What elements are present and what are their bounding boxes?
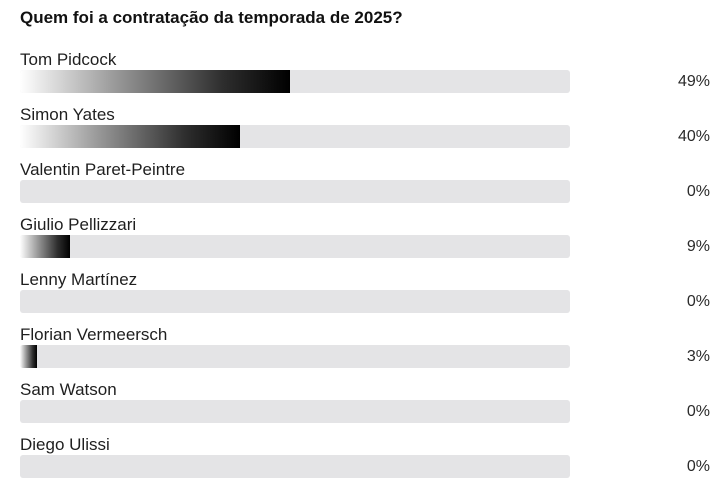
result-bar-track bbox=[20, 235, 570, 258]
option-label: Diego Ulissi bbox=[20, 435, 110, 454]
option-label: Valentin Paret-Peintre bbox=[20, 160, 186, 179]
poll-option-tom-pidcock[interactable]: Tom Pidcock 49% bbox=[0, 50, 720, 105]
option-label: Lenny Martínez bbox=[20, 270, 138, 289]
result-bar-track bbox=[20, 180, 570, 203]
option-percent: 49% bbox=[677, 73, 710, 90]
option-percent: 0% bbox=[686, 293, 710, 310]
option-percent: 9% bbox=[686, 238, 710, 255]
poll-option-valentin-paret-peintre[interactable]: Valentin Paret-Peintre 0% bbox=[0, 160, 720, 215]
option-label: Florian Vermeersch bbox=[20, 325, 168, 344]
option-label: Giulio Pellizzari bbox=[20, 215, 137, 234]
option-percent: 40% bbox=[677, 128, 710, 145]
option-label: Sam Watson bbox=[20, 380, 117, 399]
result-bar-track bbox=[20, 400, 570, 423]
option-percent: 0% bbox=[686, 403, 710, 420]
option-percent: 3% bbox=[686, 348, 710, 365]
result-bar-fill bbox=[20, 125, 240, 148]
result-bar-track bbox=[20, 290, 570, 313]
poll-option-simon-yates[interactable]: Simon Yates 40% bbox=[0, 105, 720, 160]
poll-option-sam-watson[interactable]: Sam Watson 0% bbox=[0, 380, 720, 435]
poll-option-florian-vermeersch[interactable]: Florian Vermeersch 3% bbox=[0, 325, 720, 380]
result-bar-track bbox=[20, 345, 570, 368]
result-bar-track bbox=[20, 125, 570, 148]
result-bar-fill bbox=[20, 235, 70, 258]
option-label: Simon Yates bbox=[20, 105, 115, 124]
poll-option-giulio-pellizzari[interactable]: Giulio Pellizzari 9% bbox=[0, 215, 720, 270]
option-percent: 0% bbox=[686, 458, 710, 475]
poll-option-lenny-martinez[interactable]: Lenny Martínez 0% bbox=[0, 270, 720, 325]
option-label: Tom Pidcock bbox=[20, 50, 117, 69]
poll-question: Quem foi a contratação da temporada de 2… bbox=[20, 8, 403, 27]
result-bar-track bbox=[20, 70, 570, 93]
result-bar-track bbox=[20, 455, 570, 478]
poll-option-diego-ulissi[interactable]: Diego Ulissi 0% bbox=[0, 435, 720, 490]
option-percent: 0% bbox=[686, 183, 710, 200]
result-bar-fill bbox=[20, 70, 290, 93]
result-bar-fill bbox=[20, 345, 37, 368]
